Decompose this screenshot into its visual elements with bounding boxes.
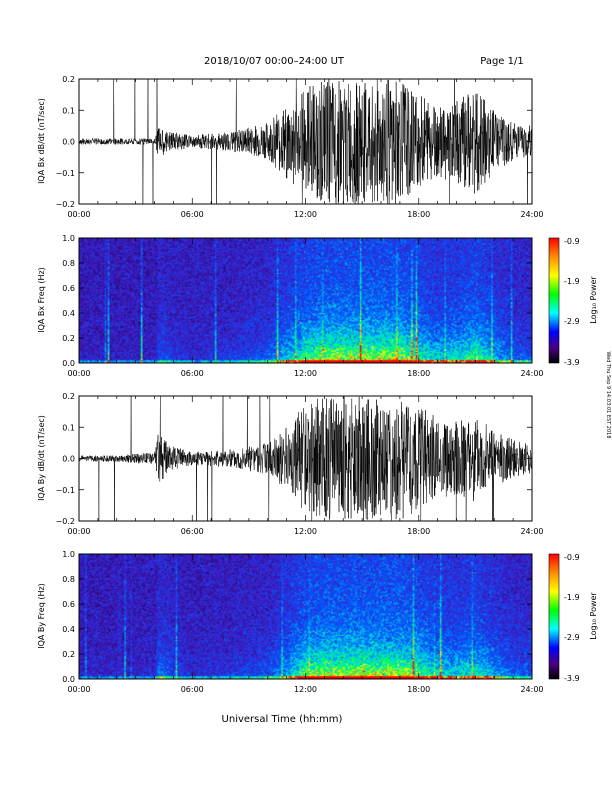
bx-spectrogram-ylabel: IQA Bx Freq (Hz) <box>37 267 46 333</box>
dbdt-series-line <box>79 396 532 521</box>
y-tick-label: 0.2 <box>62 650 75 659</box>
y-tick-label: 0.0 <box>62 138 75 147</box>
y-tick-label: 0.2 <box>62 392 75 401</box>
dbdt-series-line <box>79 79 532 204</box>
x-tick-label: 06:00 <box>181 210 204 219</box>
x-tick-label: 18:00 <box>407 685 430 694</box>
y-tick-label: −0.1 <box>56 169 75 178</box>
y-tick-label: 0.6 <box>62 284 75 293</box>
y-tick-label: −0.2 <box>56 517 75 526</box>
x-tick-label: 06:00 <box>181 685 204 694</box>
bx-colorbar: -0.9 -1.9 -2.9 -3.9 Log₁₀ Power <box>548 237 598 367</box>
y-tick-label: 0.4 <box>62 309 75 318</box>
bx-colorbar-tick-3: -2.9 <box>564 317 580 326</box>
panel-bx-dbdt: 0.2 0.1 0.0 −0.1 −0.2 00:00 06:00 12:00 18:00 24… <box>37 75 544 219</box>
by-colorbar-tick-2: -1.9 <box>564 593 580 602</box>
by-colorbar-tick-3: -2.9 <box>564 633 580 642</box>
x-tick-label: 12:00 <box>294 527 317 536</box>
by-spectrogram-x-ticks: 00:00 06:00 12:00 18:00 24:00 <box>67 554 544 694</box>
y-tick-label: 0.6 <box>62 600 75 609</box>
by-dbdt-y-ticks: 0.2 0.1 0.0 −0.1 −0.2 <box>56 392 532 526</box>
x-tick-label: 00:00 <box>67 527 90 536</box>
side-timestamp: Wed Thu Sep 9 14:03:01 EST 2018 <box>605 351 611 438</box>
by-colorbar-scale <box>548 553 560 680</box>
x-tick-label: 24:00 <box>520 527 543 536</box>
y-tick-label: 0.2 <box>62 334 75 343</box>
x-tick-label: 06:00 <box>181 527 204 536</box>
y-tick-label: 0.8 <box>62 259 75 268</box>
x-tick-label: 00:00 <box>67 685 90 694</box>
y-tick-label: 0.8 <box>62 575 75 584</box>
by-spectrogram-y-ticks: 1.0 0.8 0.6 0.4 0.2 0.0 <box>62 550 532 684</box>
bx-colorbar-label: Log₁₀ Power <box>589 276 598 324</box>
by-colorbar-tick-min: -3.9 <box>564 674 580 683</box>
x-tick-label: 12:00 <box>294 210 317 219</box>
x-tick-label: 00:00 <box>67 369 90 378</box>
by-colorbar-label: Log₁₀ Power <box>589 592 598 640</box>
by-spectrogram-ylabel: IQA By Freq (Hz) <box>37 583 46 649</box>
x-axis-label: Universal Time (hh:mm) <box>222 714 343 725</box>
by-dbdt-trace <box>79 396 532 521</box>
y-tick-label: 1.0 <box>62 234 75 243</box>
x-tick-label: 18:00 <box>407 210 430 219</box>
x-tick-label: 12:00 <box>294 685 317 694</box>
bx-colorbar-tick-min: -3.9 <box>564 358 580 367</box>
y-tick-label: 0.1 <box>62 106 75 115</box>
by-dbdt-x-ticks: 00:00 06:00 12:00 18:00 24:00 <box>67 396 544 536</box>
y-tick-label: 0.0 <box>62 359 75 368</box>
y-tick-label: −0.1 <box>56 486 75 495</box>
bx-spectrogram-x-ticks: 00:00 06:00 12:00 18:00 24:00 <box>67 238 544 378</box>
x-tick-label: 18:00 <box>407 527 430 536</box>
x-tick-label: 06:00 <box>181 369 204 378</box>
bx-colorbar-tick-max: -0.9 <box>564 237 580 246</box>
panel-bx-spectrogram: 1.0 0.8 0.6 0.4 0.2 0.0 00:00 06:00 12:00 18:00 2… <box>37 234 598 378</box>
y-tick-label: 1.0 <box>62 550 75 559</box>
panel-by-spectrogram: 1.0 0.8 0.6 0.4 0.2 0.0 00:00 06:00 12:00 18:00 2… <box>37 550 598 694</box>
bx-dbdt-y-ticks: 0.2 0.1 0.0 −0.1 −0.2 <box>56 75 532 209</box>
y-tick-label: −0.2 <box>56 200 75 209</box>
bx-dbdt-x-ticks: 00:00 06:00 12:00 18:00 24:00 <box>67 79 544 219</box>
bx-colorbar-scale <box>548 237 560 364</box>
y-tick-label: 0.0 <box>62 455 75 464</box>
x-tick-label: 18:00 <box>407 369 430 378</box>
panel-by-dbdt: 0.2 0.1 0.0 −0.1 −0.2 00:00 06:00 12:00 18:00 24… <box>37 392 544 536</box>
x-tick-label: 24:00 <box>520 685 543 694</box>
bx-dbdt-trace <box>79 79 532 204</box>
y-tick-label: 0.4 <box>62 625 75 634</box>
x-tick-label: 24:00 <box>520 369 543 378</box>
bx-spectrogram-image <box>79 238 532 363</box>
by-colorbar: -0.9 -1.9 -2.9 -3.9 Log₁₀ Power <box>548 553 598 683</box>
bx-dbdt-ylabel: IQA Bx dB/dt (nT/sec) <box>37 98 46 184</box>
x-tick-label: 12:00 <box>294 369 317 378</box>
page-title: 2018/10/07 00:00–24:00 UT <box>204 56 345 67</box>
bx-colorbar-tick-2: -1.9 <box>564 277 580 286</box>
y-tick-label: 0.1 <box>62 423 75 432</box>
x-tick-label: 00:00 <box>67 210 90 219</box>
by-spectrogram-image <box>79 554 532 679</box>
x-tick-label: 24:00 <box>520 210 543 219</box>
by-dbdt-ylabel: IQA By dB/dt (nT/sec) <box>37 415 46 501</box>
page-number: Page 1/1 <box>480 56 523 67</box>
y-tick-label: 0.0 <box>62 675 75 684</box>
bx-spectrogram-y-ticks: 1.0 0.8 0.6 0.4 0.2 0.0 <box>62 234 532 368</box>
by-colorbar-tick-max: -0.9 <box>564 553 580 562</box>
y-tick-label: 0.2 <box>62 75 75 84</box>
